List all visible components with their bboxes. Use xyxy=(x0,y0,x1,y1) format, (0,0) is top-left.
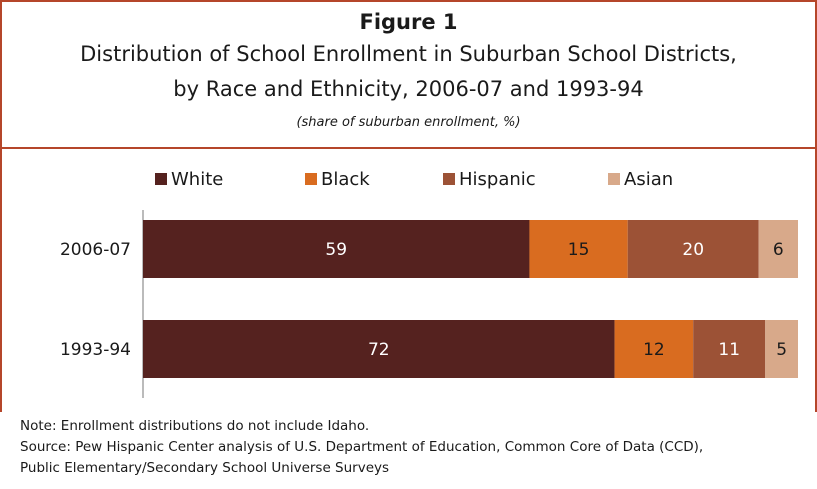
bar-1993-94-white xyxy=(143,320,615,378)
legend-swatch-asian xyxy=(608,173,620,185)
legend-label-black: Black xyxy=(321,169,370,190)
legend-swatch-white xyxy=(155,173,167,185)
note-text: Note: Enrollment distributions do not in… xyxy=(20,418,370,434)
legend-item-black: Black xyxy=(305,169,370,190)
stacked-bar-chart: White Black Hispanic Asian 2006-07 59 15 20 6 19… xyxy=(60,169,798,398)
figure-frame: Figure 1 Distribution of School Enrollme… xyxy=(0,0,817,412)
chart-subtitle: (share of suburban enrollment, %) xyxy=(296,115,521,130)
chart-bars: 2006-07 59 15 20 6 1993-94 72 12 11 5 xyxy=(60,220,798,378)
data-label-1993-94-white: 72 xyxy=(368,340,390,360)
legend-swatch-hispanic xyxy=(443,173,455,185)
legend-label-asian: Asian xyxy=(624,169,673,190)
figure-header: Figure 1 Distribution of School Enrollme… xyxy=(2,2,815,149)
data-label-2006-07-hispanic: 20 xyxy=(682,240,704,260)
bar-1993-94-hispanic xyxy=(693,320,766,378)
category-label-2006-07: 2006-07 xyxy=(60,240,131,260)
legend-swatch-black xyxy=(305,173,317,185)
category-label-1993-94: 1993-94 xyxy=(60,340,131,360)
legend-item-asian: Asian xyxy=(608,169,673,190)
legend-label-hispanic: Hispanic xyxy=(459,169,536,190)
bar-group-2006-07: 2006-07 59 15 20 6 xyxy=(60,220,798,278)
bar-2006-07-black xyxy=(529,220,628,278)
bar-2006-07-asian xyxy=(758,220,798,278)
chart-notes: Note: Enrollment distributions do not in… xyxy=(20,416,810,479)
data-label-2006-07-white: 59 xyxy=(325,240,347,260)
bar-group-1993-94: 1993-94 72 12 11 5 xyxy=(60,320,798,378)
chart-title-line2: by Race and Ethnicity, 2006-07 and 1993-… xyxy=(173,77,644,101)
data-label-1993-94-hispanic: 11 xyxy=(718,340,740,360)
data-label-2006-07-black: 15 xyxy=(568,240,590,260)
chart-title-line1: Distribution of School Enrollment in Sub… xyxy=(80,42,737,66)
bar-1993-94-asian xyxy=(765,320,798,378)
bar-2006-07-white xyxy=(143,220,530,278)
legend-item-hispanic: Hispanic xyxy=(443,169,536,190)
bar-2006-07-hispanic xyxy=(627,220,759,278)
figure-label: Figure 1 xyxy=(359,10,458,34)
source-text-line1: Source: Pew Hispanic Center analysis of … xyxy=(20,439,704,455)
source-text-line2: Public Elementary/Secondary School Unive… xyxy=(20,460,390,476)
legend-item-white: White xyxy=(155,169,223,190)
data-label-2006-07-asian: 6 xyxy=(773,240,784,260)
data-label-1993-94-black: 12 xyxy=(643,340,665,360)
chart-legend: White Black Hispanic Asian xyxy=(155,169,673,190)
data-label-1993-94-asian: 5 xyxy=(776,340,787,360)
legend-label-white: White xyxy=(171,169,223,190)
bar-1993-94-black xyxy=(614,320,694,378)
